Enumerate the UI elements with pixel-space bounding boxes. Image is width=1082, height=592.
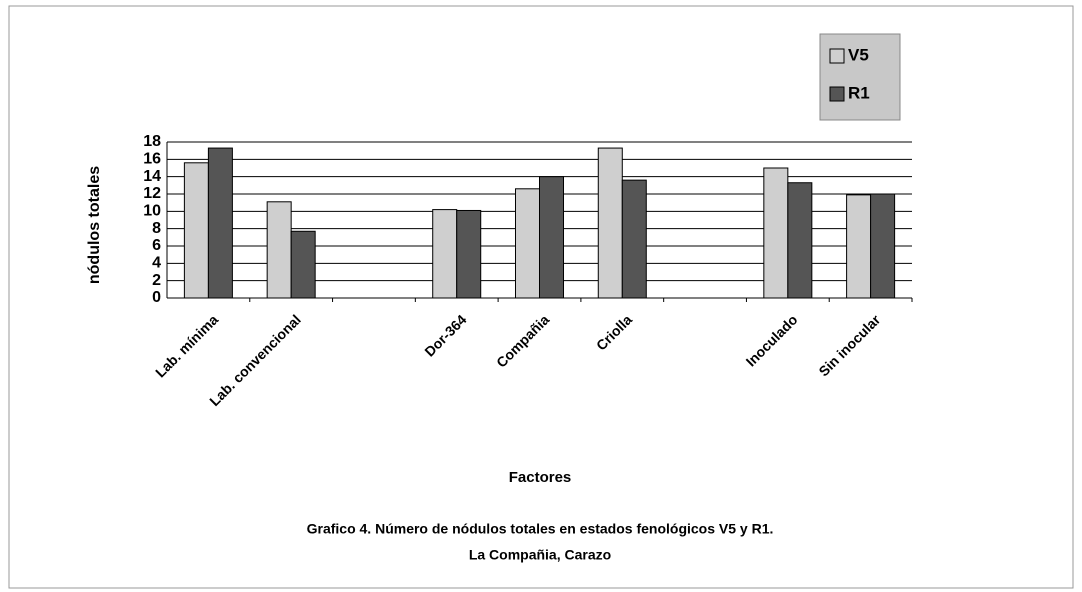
x-tick-label: Inoculado xyxy=(743,311,801,369)
chart-title: Grafico 4. Número de nódulos totales en … xyxy=(307,521,774,537)
x-tick-label: Lab. convencional xyxy=(206,311,304,409)
bar xyxy=(432,209,458,299)
legend-swatch xyxy=(829,86,845,102)
y-tick-label: 18 xyxy=(143,133,161,150)
legend-swatch xyxy=(829,48,845,64)
y-axis-label: nódulos totales xyxy=(86,166,103,284)
chart-subtitle: La Compañia, Carazo xyxy=(469,547,611,563)
bar xyxy=(207,147,233,299)
y-tick-label: 16 xyxy=(143,151,161,168)
bar xyxy=(183,162,209,299)
bar xyxy=(266,201,292,299)
x-tick-label: Dor-364 xyxy=(421,311,469,359)
frame xyxy=(8,5,1074,589)
legend-label: R1 xyxy=(848,83,870,102)
bar xyxy=(870,193,896,299)
y-tick-label: 10 xyxy=(143,203,161,220)
bar xyxy=(763,167,789,299)
y-tick-label: 14 xyxy=(143,168,161,185)
bar xyxy=(514,188,541,299)
x-tick-label: Compañia xyxy=(493,311,552,370)
bar xyxy=(787,182,813,299)
y-tick-label: 4 xyxy=(152,255,161,272)
x-tick-label: Sin inocular xyxy=(815,311,883,379)
y-tick-label: 2 xyxy=(152,272,161,289)
y-tick-label: 6 xyxy=(152,237,161,254)
bar xyxy=(290,230,316,299)
x-tick-label: Lab. mínima xyxy=(152,311,221,380)
legend-label: V5 xyxy=(848,45,869,64)
bar xyxy=(597,147,623,299)
bar xyxy=(539,176,565,299)
y-tick-label: 12 xyxy=(143,185,161,202)
bar xyxy=(846,194,872,299)
x-tick-label: Criolla xyxy=(593,311,635,353)
y-tick-label: 0 xyxy=(152,289,161,306)
y-tick-label: 8 xyxy=(152,220,161,237)
legend-box xyxy=(819,33,901,121)
bar xyxy=(456,209,482,299)
bar xyxy=(621,179,647,299)
x-axis-label: Factores xyxy=(509,469,572,486)
